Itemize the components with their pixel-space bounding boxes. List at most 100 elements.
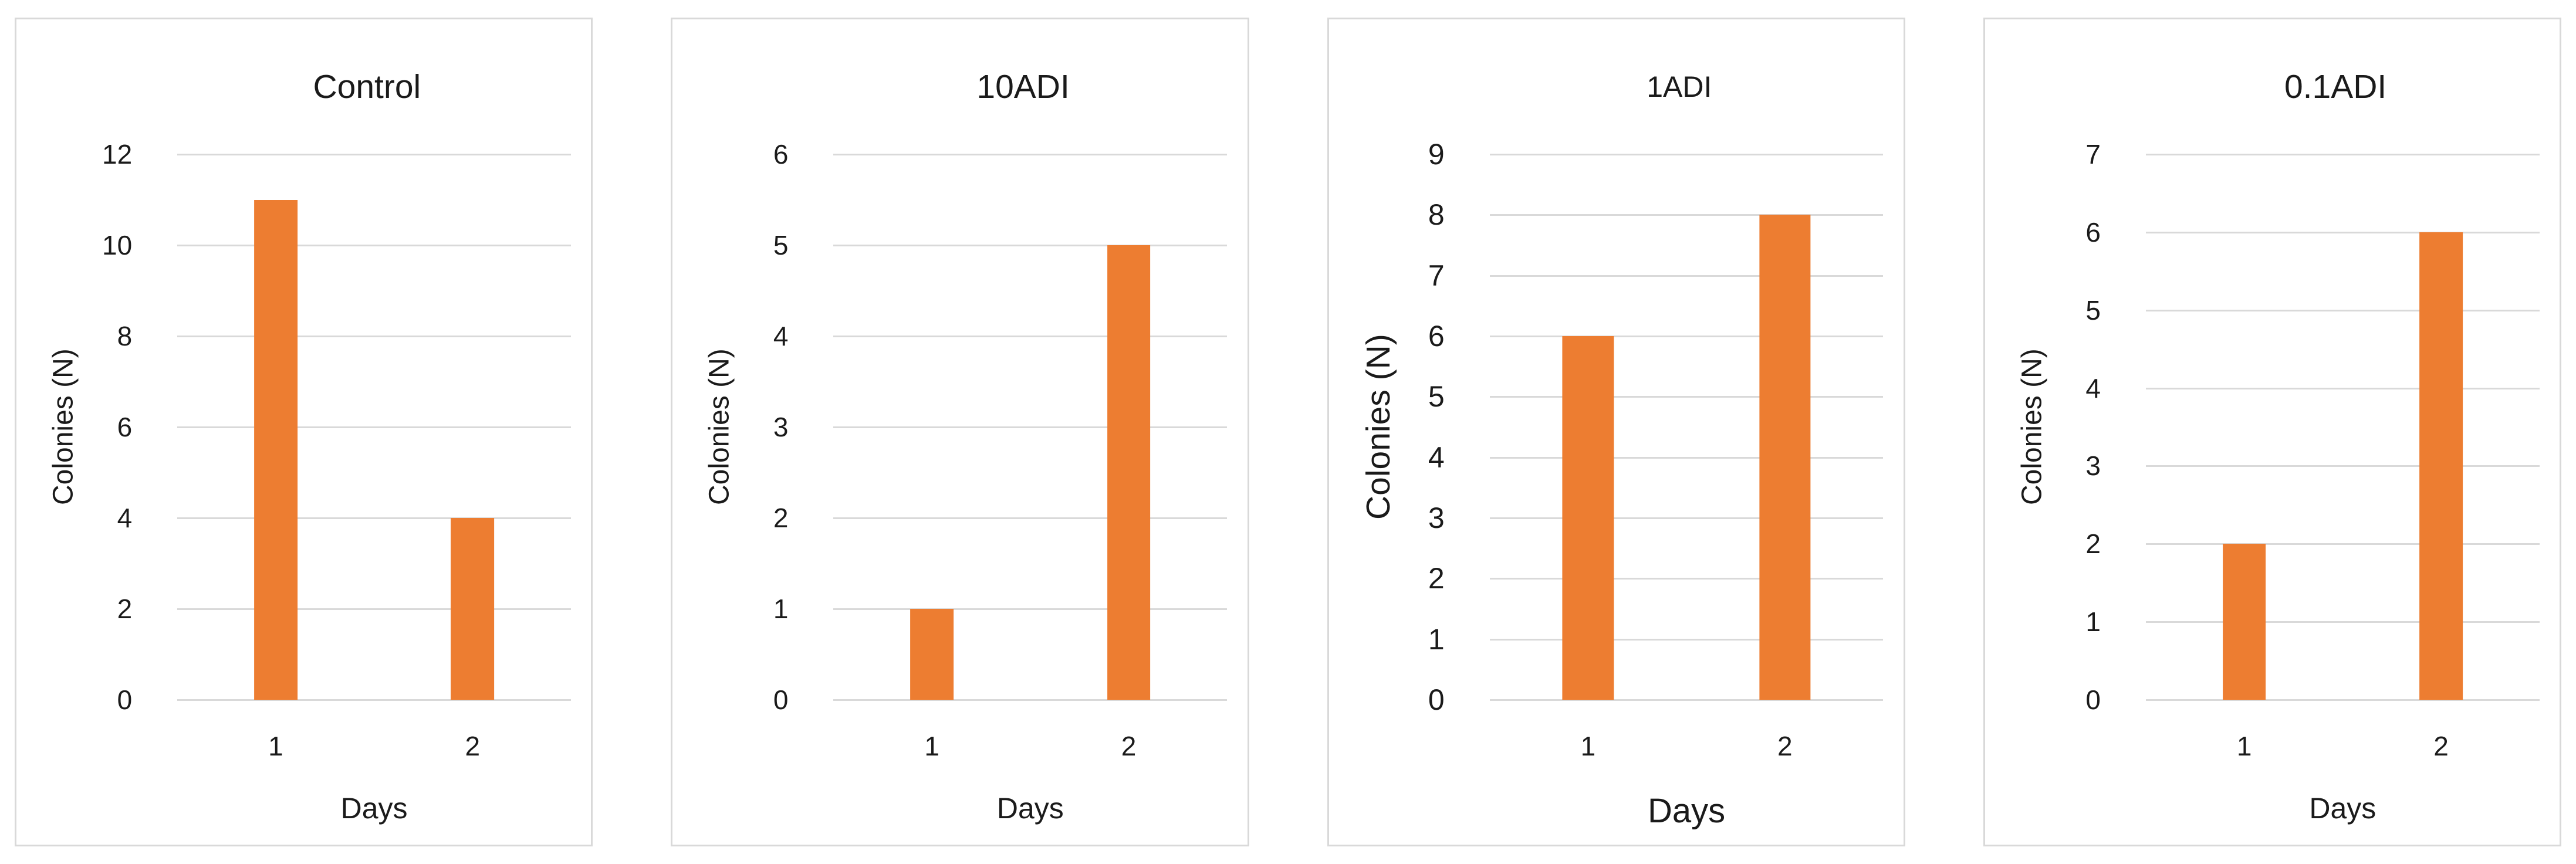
gridline [1489,578,1884,580]
x-axis-title: Days [340,792,408,825]
y-axis-tick-labels: 0 1 2 3 4 5 6 [672,139,804,715]
y-tick-label: 5 [773,229,789,260]
y-tick-label: 7 [1428,259,1445,292]
x-tick-label: 1 [1580,731,1596,761]
bar-day-2 [2419,232,2463,700]
y-tick-label: 12 [102,139,133,170]
gridline [833,244,1228,246]
y-tick-label: 0 [117,685,133,715]
y-axis-tick-labels: 0 2 4 6 8 10 12 [16,139,148,715]
y-tick-label: 4 [1428,441,1445,474]
y-tick-label: 3 [2085,450,2101,482]
y-tick-label: 4 [117,502,133,533]
gridline [1489,214,1884,216]
x-axis-title: Days [996,792,1064,825]
plot-area [833,154,1228,701]
y-axis-tick-labels: 0 1 2 3 4 5 6 7 [1985,139,2117,715]
gridline [2145,699,2540,701]
chart-title: 1ADI [1647,70,1712,103]
chart-title: Control [313,68,421,106]
gridline [177,699,571,701]
gridline [177,517,571,519]
chart-title: 0.1ADI [2284,68,2387,106]
y-tick-label: 2 [1428,562,1445,595]
x-tick-label: 2 [1121,731,1137,761]
plot-area [1489,154,1884,701]
gridline [1489,456,1884,459]
gridline [2145,465,2540,467]
bar-day-2 [1759,215,1811,700]
plot-area [177,154,571,701]
gridline [2145,154,2540,155]
y-tick-label: 1 [2085,607,2101,638]
y-tick-label: 7 [2085,139,2101,170]
y-tick-label: 6 [2085,216,2101,248]
y-tick-label: 6 [773,139,789,170]
y-tick-label: 0 [1428,683,1445,716]
gridline [2145,543,2540,545]
y-tick-label: 8 [1428,198,1445,232]
gridline [1489,699,1884,701]
y-tick-label: 3 [1428,501,1445,534]
x-tick-label: 1 [268,731,283,761]
gridline [177,608,571,610]
y-tick-label: 6 [117,412,133,442]
bar-day-1 [1562,336,1614,700]
gridline [1489,396,1884,398]
x-axis-title: Days [2309,792,2376,825]
y-tick-label: 9 [1428,138,1445,171]
gridline [833,335,1228,337]
y-tick-label: 5 [2085,294,2101,326]
gridline [2145,621,2540,624]
x-tick-label: 1 [924,731,939,761]
bar-day-2 [451,518,495,700]
y-tick-label: 5 [1428,380,1445,414]
gridline [1489,275,1884,277]
gridline [2145,309,2540,311]
y-tick-label: 8 [117,320,133,351]
x-tick-label: 2 [465,731,481,761]
plot-area [2145,154,2540,701]
gridline [833,699,1228,701]
y-tick-label: 4 [773,320,789,351]
gridline [833,608,1228,610]
y-tick-label: 2 [773,502,789,533]
x-tick-label: 2 [1777,731,1793,761]
gridline [833,517,1228,519]
gridline [177,244,571,246]
y-tick-label: 4 [2085,372,2101,404]
gridline [1489,335,1884,337]
gridline [177,154,571,155]
bar-day-1 [2222,544,2266,700]
gridline [2145,387,2540,389]
y-tick-label: 2 [2085,528,2101,560]
y-tick-label: 6 [1428,319,1445,353]
x-axis-title: Days [1648,792,1726,830]
y-tick-label: 0 [2085,685,2101,715]
gridline [2145,231,2540,233]
chart-title: 10ADI [976,68,1070,106]
y-axis-tick-labels: 0 1 2 3 4 5 6 7 8 9 [1329,138,1461,716]
bar-day-2 [1107,245,1151,700]
y-tick-label: 1 [773,594,789,624]
gridline [177,426,571,428]
gridline [177,335,571,337]
gridline [1489,154,1884,155]
y-tick-label: 2 [117,594,133,624]
bar-day-1 [910,609,954,700]
y-tick-label: 3 [773,412,789,442]
x-tick-label: 1 [2236,731,2252,761]
x-tick-label: 2 [2433,731,2449,761]
gridline [833,426,1228,428]
y-tick-label: 10 [102,229,133,260]
y-tick-label: 1 [1428,622,1445,656]
gridline [1489,517,1884,519]
